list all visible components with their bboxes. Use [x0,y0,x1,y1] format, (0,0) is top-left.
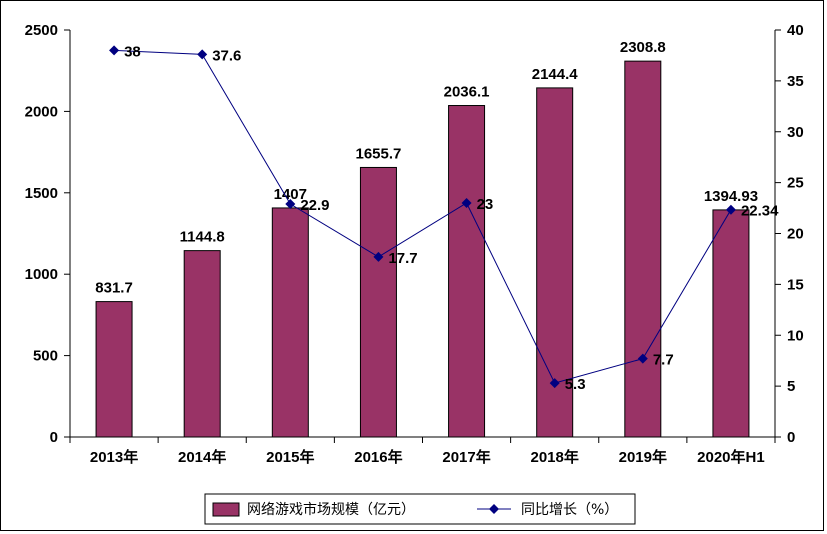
line-point [725,204,736,215]
bar-value-label: 831.7 [95,280,133,297]
left-tick-label: 1000 [25,266,58,283]
line-point [549,378,560,389]
right-tick-label: 30 [787,124,804,141]
line-value-label: 17.7 [388,250,417,267]
x-tick-label: 2019年 [619,448,667,466]
line-point [285,198,296,209]
right-tick-label: 40 [787,22,804,39]
bar [448,105,486,438]
bar-value-label: 1655.7 [355,145,401,162]
legend-line-label: 同比增长（%） [521,502,618,518]
x-tick-label: 2020年H1 [697,448,765,466]
bar [359,166,397,438]
line-value-label: 37.6 [212,47,241,64]
line-value-label: 7.7 [653,352,674,369]
legend-box [204,493,636,525]
line-value-label: 5.3 [565,376,586,393]
bar [271,207,309,438]
right-tick-label: 10 [787,327,804,344]
right-tick-label: 15 [787,276,804,293]
x-tick-label: 2017年 [442,448,490,466]
legend-bar-swatch [212,502,240,517]
bar-value-label: 2308.8 [620,39,666,56]
right-tick-label: 5 [787,378,795,395]
x-tick-label: 2015年 [266,448,314,466]
bar-value-label: 2144.4 [532,66,579,83]
bar [624,60,662,438]
x-tick-label: 2018年 [531,448,579,466]
right-tick-label: 25 [787,175,804,192]
right-tick-label: 0 [787,429,795,446]
line-value-label: 38 [124,43,141,60]
x-tick-label: 2016年 [354,448,402,466]
bar-value-label: 2036.1 [444,84,490,101]
bar [712,209,750,438]
line-point [373,251,384,262]
right-tick-label: 35 [787,73,804,90]
line-value-label: 23 [477,196,494,213]
x-tick-label: 2013年 [90,448,138,466]
x-tick-label: 2014年 [178,448,226,466]
line-point [109,45,120,56]
left-tick-label: 1500 [25,185,58,202]
line-value-label: 22.9 [300,197,329,214]
line-point [197,49,208,60]
line-point [461,197,472,208]
legend-bar-label: 网络游戏市场规模（亿元） [247,501,415,518]
left-tick-label: 2000 [25,103,58,120]
left-tick-label: 0 [50,429,58,446]
growth-line [114,49,732,384]
left-tick-label: 2500 [25,22,58,39]
bar [95,301,133,438]
bar-value-label: 1144.8 [180,229,225,246]
bar [183,250,221,438]
right-tick-label: 20 [787,226,804,243]
left-tick-label: 500 [33,348,58,365]
bar-value-label: 1394.93 [704,188,758,205]
legend-line-marker [489,504,499,514]
line-point [637,353,648,364]
line-value-label: 22.34 [741,203,779,220]
